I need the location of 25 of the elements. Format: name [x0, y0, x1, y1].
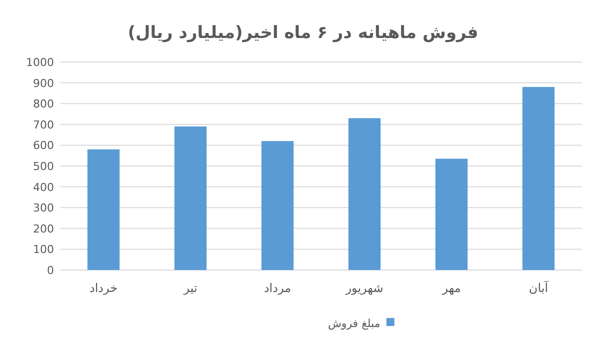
- y-tick-label: 700: [33, 118, 54, 132]
- y-tick-label: 1000: [26, 56, 54, 69]
- bar: [348, 118, 381, 270]
- y-tick-label: 400: [33, 180, 54, 194]
- x-tick-label: خرداد: [89, 281, 118, 295]
- x-tick-label: تیر: [182, 281, 198, 295]
- bar: [87, 149, 120, 270]
- bar: [522, 86, 555, 270]
- y-tick-label: 200: [33, 222, 54, 236]
- y-tick-label: 800: [33, 98, 54, 111]
- y-tick-label: 900: [33, 76, 54, 90]
- y-tick-label: 300: [33, 202, 54, 215]
- x-tick-label: آبان: [528, 280, 549, 295]
- x-tick-label: شهریور: [344, 281, 384, 295]
- y-tick-label: 500: [33, 160, 54, 173]
- chart-title: فروش ماهیانه در ۶ ماه اخیر(میلیارد ریال): [128, 23, 478, 43]
- bar: [261, 141, 294, 270]
- x-tick-label: مرداد: [264, 281, 292, 295]
- y-tick-label: 600: [33, 139, 54, 152]
- legend-label: مبلغ فروش: [328, 317, 380, 330]
- bar: [435, 158, 468, 270]
- y-tick-label: 100: [33, 243, 54, 256]
- bar: [174, 126, 207, 270]
- y-tick-label: 0: [47, 264, 54, 277]
- x-tick-label: مهر: [441, 281, 461, 295]
